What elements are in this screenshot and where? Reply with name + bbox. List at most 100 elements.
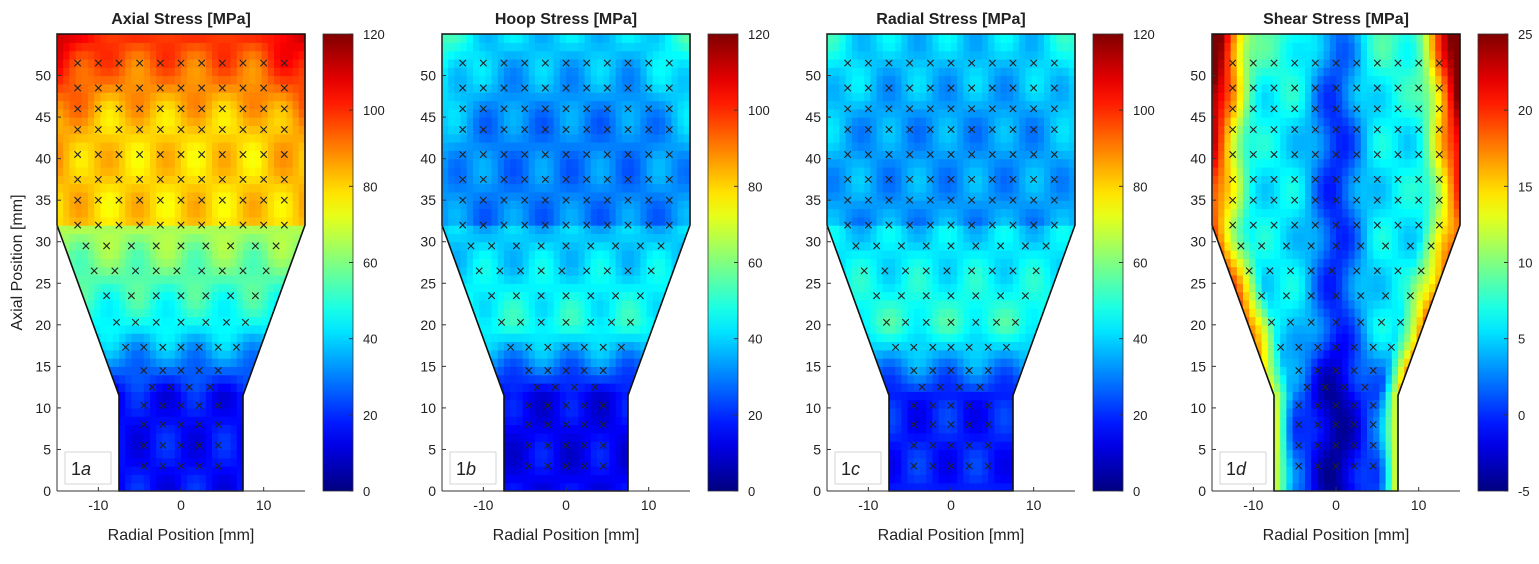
- heatmap-cell: [460, 358, 468, 367]
- heatmap-cell: [504, 67, 511, 77]
- heatmap-cell: [131, 258, 139, 268]
- heatmap-cell: [193, 374, 201, 384]
- heatmap-cell: [584, 58, 592, 68]
- heatmap-cell: [199, 150, 207, 160]
- heatmap-cell: [659, 474, 666, 484]
- heatmap-cell: [541, 108, 548, 118]
- heatmap-cell: [671, 366, 679, 376]
- heatmap-cell: [677, 358, 685, 367]
- heatmap-cell: [292, 83, 300, 93]
- heatmap-cell: [442, 67, 449, 77]
- heatmap-cell: [510, 299, 517, 309]
- heatmap-cell: [535, 191, 542, 201]
- heatmap-cell: [168, 34, 176, 43]
- heatmap-cell: [187, 158, 194, 168]
- heatmap-cell: [143, 291, 151, 301]
- heatmap-cell: [106, 58, 114, 68]
- heatmap-cell: [522, 75, 530, 85]
- heatmap-cell: [590, 474, 598, 484]
- heatmap-cell: [230, 258, 238, 268]
- heatmap-cell: [125, 225, 132, 235]
- heatmap-cell: [621, 58, 629, 68]
- heatmap-cell: [243, 200, 250, 210]
- heatmap-cell: [174, 382, 182, 392]
- heatmap-cell: [63, 407, 70, 417]
- heatmap-cell: [224, 416, 232, 426]
- heatmap-cell: [615, 399, 623, 409]
- colorbar-tick-label: 60: [363, 256, 377, 271]
- heatmap-cell: [510, 233, 517, 243]
- heatmap-cell: [497, 191, 505, 201]
- heatmap-cell: [665, 274, 672, 284]
- heatmap-cell: [168, 324, 176, 334]
- heatmap-cell: [448, 142, 455, 151]
- heatmap-cell: [212, 67, 219, 77]
- heatmap-cell: [541, 75, 548, 85]
- heatmap-cell: [181, 457, 188, 467]
- heatmap-cell: [267, 191, 275, 201]
- heatmap-cell: [504, 432, 511, 442]
- measurement-point-marker: [624, 84, 632, 92]
- heatmap-cell: [528, 158, 536, 168]
- heatmap-cell: [442, 299, 449, 309]
- heatmap-cell: [659, 449, 666, 459]
- heatmap-cell: [261, 158, 269, 168]
- heatmap-cell: [131, 108, 139, 118]
- heatmap-cell: [205, 42, 213, 52]
- heatmap-cell: [280, 308, 287, 318]
- heatmap-cell: [584, 432, 592, 442]
- heatmap-cell: [286, 125, 294, 135]
- measurement-point-marker: [198, 221, 206, 229]
- heatmap-cell: [106, 225, 114, 235]
- heatmap-cell: [497, 100, 505, 110]
- heatmap-cell: [603, 308, 610, 318]
- heatmap-cell: [566, 166, 573, 176]
- heatmap-cell: [236, 358, 244, 367]
- heatmap-cell: [938, 466, 946, 475]
- heatmap-cell: [448, 416, 455, 426]
- measurement-point-marker: [214, 462, 222, 470]
- heatmap-cell: [597, 274, 604, 284]
- heatmap-cell: [597, 175, 604, 185]
- heatmap-cell: [286, 366, 294, 376]
- measurement-point-marker: [156, 125, 164, 134]
- heatmap-cell: [212, 424, 219, 434]
- heatmap-cell: [292, 34, 300, 43]
- heatmap-cell: [286, 407, 294, 417]
- heatmap-cell: [603, 449, 610, 459]
- heatmap-cell: [125, 175, 132, 185]
- heatmap-cell: [665, 474, 672, 484]
- heatmap-cell: [88, 208, 95, 218]
- heatmap-cell: [466, 225, 474, 235]
- measurement-point-marker: [260, 59, 268, 67]
- heatmap-cell: [683, 316, 690, 326]
- heatmap-cell: [63, 366, 70, 376]
- heatmap-cell: [137, 117, 145, 126]
- heatmap-cell: [261, 374, 269, 384]
- heatmap-cell: [94, 166, 101, 176]
- heatmap-cell: [609, 358, 617, 367]
- heatmap-cell: [671, 449, 679, 459]
- heatmap-cell: [566, 382, 573, 392]
- heatmap-cell: [590, 75, 598, 85]
- heatmap-cell: [280, 100, 287, 110]
- heatmap-cell: [609, 274, 617, 284]
- measurement-point-marker: [74, 175, 82, 183]
- heatmap-cell: [267, 175, 275, 185]
- heatmap-cell: [634, 200, 641, 210]
- heatmap-cell: [131, 100, 139, 110]
- heatmap-cell: [298, 175, 305, 185]
- heatmap-cell: [187, 216, 194, 226]
- heatmap-cell: [162, 333, 170, 343]
- heatmap-cell: [547, 175, 555, 185]
- heatmap-cell: [212, 382, 219, 392]
- heatmap-cell: [280, 133, 287, 143]
- heatmap-cell: [442, 191, 449, 201]
- heatmap-cell: [597, 349, 604, 359]
- heatmap-cell: [57, 482, 64, 491]
- heatmap-cell: [286, 133, 294, 143]
- heatmap-cell: [112, 349, 120, 359]
- heatmap-cell: [137, 407, 145, 417]
- heatmap-cell: [249, 200, 256, 210]
- heatmap-cell: [559, 358, 567, 367]
